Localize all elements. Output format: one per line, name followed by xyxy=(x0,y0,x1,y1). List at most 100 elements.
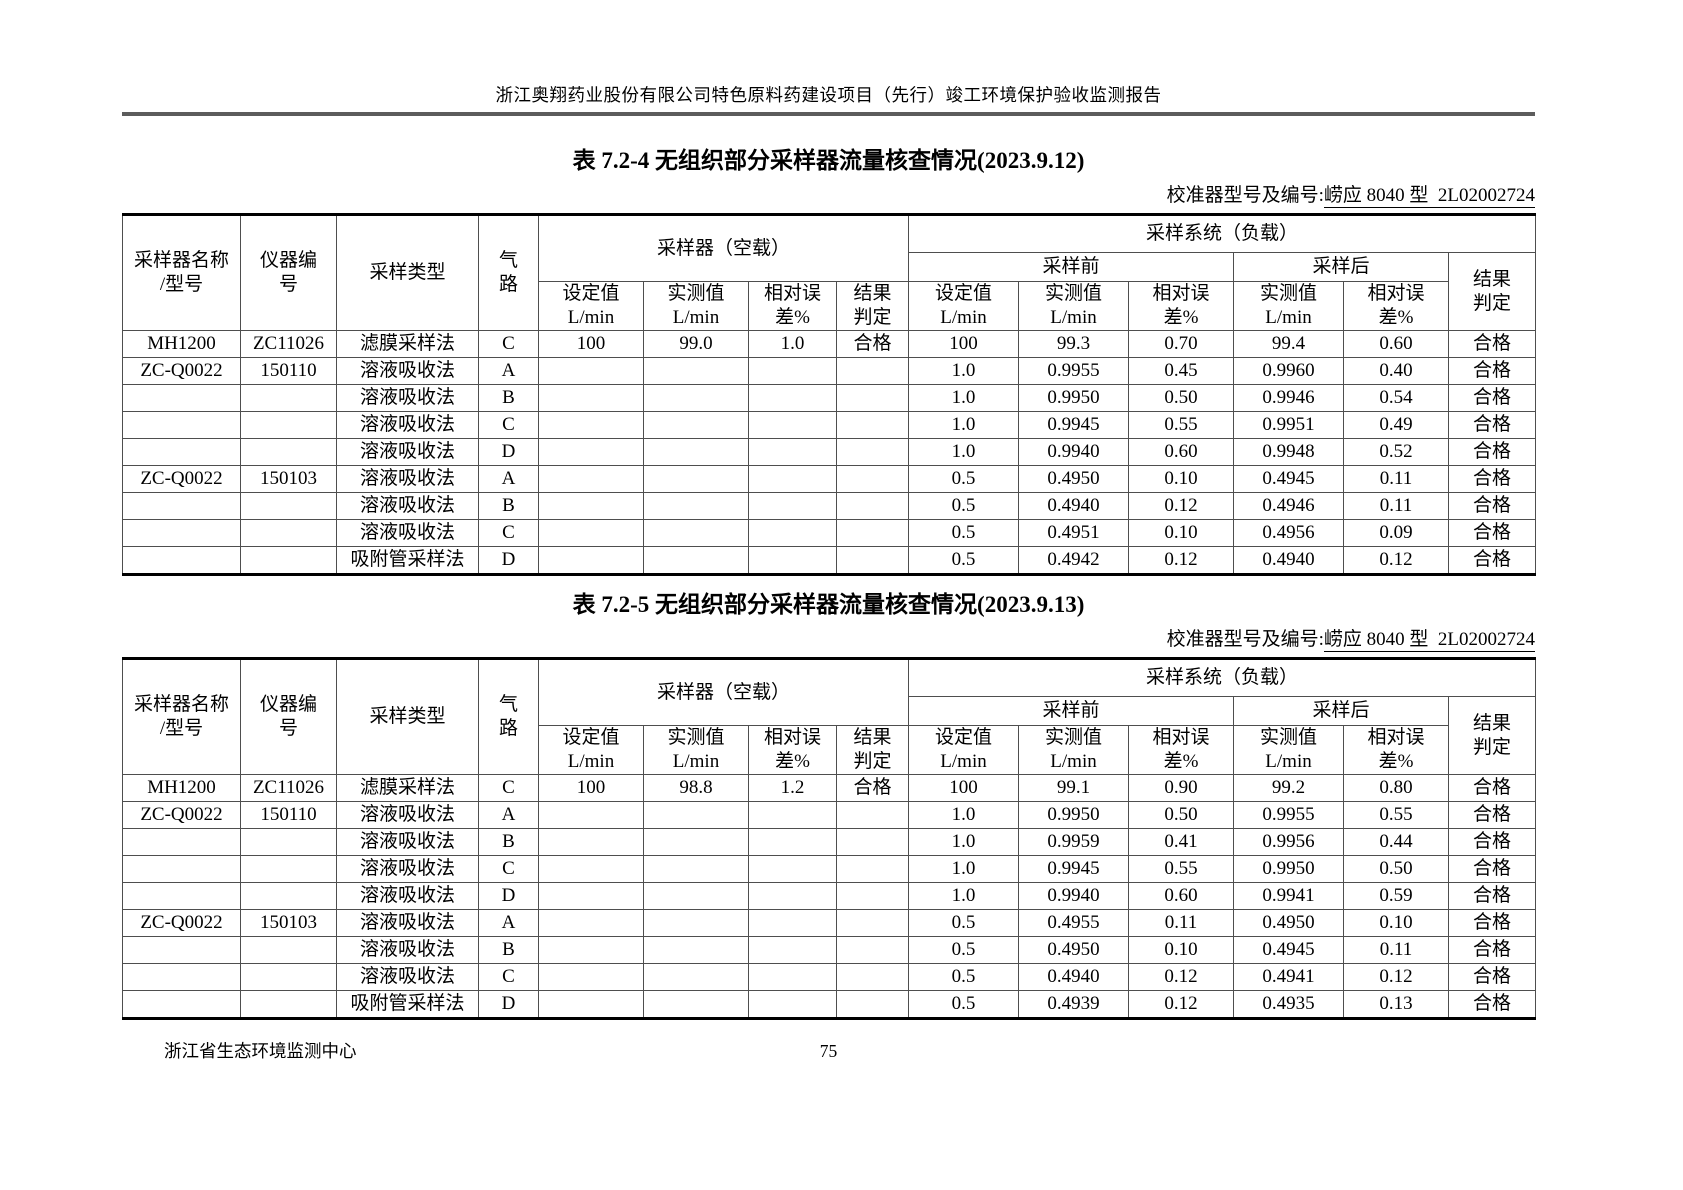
table-cell: C xyxy=(478,774,539,802)
table-cell: 0.12 xyxy=(1343,546,1450,575)
col-header-measured-after: 实测值 L/min xyxy=(1233,725,1345,775)
table-cell xyxy=(835,411,910,439)
document-header: 浙江奥翔药业股份有限公司特色原料药建设项目（先行）竣工环境保护验收监测报告 xyxy=(122,84,1535,116)
header-divider xyxy=(122,112,1535,116)
table-cell: 0.11 xyxy=(1343,465,1450,493)
header-row-1: 采样器名称 /型号 仪器编 号 采样类型 气 路 采样器（空载） 采样系统（负载… xyxy=(122,658,1537,775)
table-cell xyxy=(538,546,644,575)
table-cell: 吸附管采样法 xyxy=(336,990,479,1019)
table-row: MH1200 ZC11026 滤膜采样法 C 100 98.8 1.2 合格 100 99.1 0.… xyxy=(122,774,1537,802)
col-header-instrument-no: 仪器编 号 xyxy=(240,658,337,775)
table-1-calibrator-line: 校准器型号及编号:崂应 8040 型 2L02002724 xyxy=(122,183,1535,209)
table-cell xyxy=(122,492,241,520)
table-cell: 0.9950 xyxy=(1018,384,1130,412)
table-row: ZC-Q0022 150103 溶液吸收法 A 0.5 0.4955 0.11 0.4950 0… xyxy=(122,909,1537,937)
table-cell xyxy=(643,438,749,466)
table-cell xyxy=(748,438,837,466)
table-cell: 0.60 xyxy=(1128,882,1235,910)
table-cell xyxy=(643,546,749,575)
table-cell: 1.0 xyxy=(908,384,1020,412)
table-cell: 0.9948 xyxy=(1233,438,1345,466)
table-row: 溶液吸收法 C 1.0 0.9945 0.55 0.9950 0.50 合格 xyxy=(122,855,1537,883)
table-cell xyxy=(835,990,910,1019)
table-cell xyxy=(122,990,241,1019)
table-cell xyxy=(835,909,910,937)
table-cell: 溶液吸收法 xyxy=(336,519,479,547)
col-header-rel-error-after: 相对误 差% xyxy=(1343,725,1450,775)
table-cell xyxy=(240,882,337,910)
table-cell xyxy=(538,936,644,964)
table-cell: B xyxy=(478,384,539,412)
header-row-2: 采样前 采样后 结果 判定 xyxy=(123,252,1537,331)
table-cell: 0.44 xyxy=(1343,828,1450,856)
table-cell xyxy=(122,519,241,547)
table-cell xyxy=(835,357,910,385)
table-cell: 合格 xyxy=(1448,990,1537,1019)
table-cell: 0.4935 xyxy=(1233,990,1345,1019)
table-row: 溶液吸收法 C 0.5 0.4951 0.10 0.4956 0.09 合格 xyxy=(122,519,1537,547)
table-cell: 1.0 xyxy=(908,801,1020,829)
table-cell: 0.80 xyxy=(1343,774,1450,802)
table-cell: 溶液吸收法 xyxy=(336,882,479,910)
table-cell: 0.09 xyxy=(1343,519,1450,547)
table-cell: 溶液吸收法 xyxy=(336,357,479,385)
table-cell xyxy=(240,438,337,466)
table-cell: 0.9951 xyxy=(1233,411,1345,439)
table-cell: A xyxy=(478,801,539,829)
table-cell: 99.4 xyxy=(1233,330,1345,358)
col-header-sampler-noload: 采样器（空载） xyxy=(537,214,910,282)
table-cell: 0.70 xyxy=(1128,330,1235,358)
table-cell: 合格 xyxy=(1448,384,1537,412)
table-cell: 0.9955 xyxy=(1018,357,1130,385)
calibrator-label: 校准器型号及编号: xyxy=(1166,629,1324,650)
table-cell: 溶液吸收法 xyxy=(336,855,479,883)
table-cell xyxy=(835,855,910,883)
table-cell: 吸附管采样法 xyxy=(336,546,479,575)
col-header-measured-after: 实测值 L/min xyxy=(1233,281,1345,331)
table-cell: 0.10 xyxy=(1343,909,1450,937)
table-cell: 0.10 xyxy=(1128,936,1235,964)
table-cell xyxy=(538,909,644,937)
table-cell: 溶液吸收法 xyxy=(336,909,479,937)
table-cell: 合格 xyxy=(1448,828,1537,856)
table-cell: 0.10 xyxy=(1128,465,1235,493)
document-footer: 浙江省生态环境监测中心 75 xyxy=(122,1040,1535,1062)
table-cell xyxy=(835,546,910,575)
table-cell xyxy=(643,519,749,547)
table-cell xyxy=(538,357,644,385)
table-2-body: MH1200 ZC11026 滤膜采样法 C 100 98.8 1.2 合格 100 99.1 0.… xyxy=(122,774,1537,1019)
col-header-sampler-name: 采样器名称 /型号 xyxy=(122,658,241,775)
table-cell: 0.9940 xyxy=(1018,882,1130,910)
table-cell: B xyxy=(478,492,539,520)
table-7-2-4-section: 表 7.2-4 无组织部分采样器流量核查情况(2023.9.12) 校准器型号及… xyxy=(122,146,1537,576)
table-cell: 合格 xyxy=(1448,909,1537,937)
table-cell xyxy=(748,990,837,1019)
table-cell: 0.5 xyxy=(908,546,1020,575)
table-cell xyxy=(643,882,749,910)
table-cell: 0.4941 xyxy=(1233,963,1345,991)
table-cell xyxy=(748,546,837,575)
table-cell: 0.9956 xyxy=(1233,828,1345,856)
table-cell: C xyxy=(478,855,539,883)
table-cell: 0.9950 xyxy=(1018,801,1130,829)
table-cell xyxy=(835,465,910,493)
table-cell xyxy=(643,492,749,520)
table-cell: 0.11 xyxy=(1343,936,1450,964)
table-cell: ZC-Q0022 xyxy=(122,801,241,829)
table-cell xyxy=(122,411,241,439)
table-cell xyxy=(748,909,837,937)
table-cell: 150110 xyxy=(240,357,337,385)
table-cell xyxy=(240,963,337,991)
table-cell xyxy=(643,411,749,439)
table-cell: 0.12 xyxy=(1343,963,1450,991)
table-cell: D xyxy=(478,438,539,466)
table-row: ZC-Q0022 150110 溶液吸收法 A 1.0 0.9955 0.45 0.9960 0… xyxy=(122,357,1537,385)
table-row: 溶液吸收法 B 0.5 0.4940 0.12 0.4946 0.11 合格 xyxy=(122,492,1537,520)
table-cell xyxy=(538,855,644,883)
table-cell: C xyxy=(478,411,539,439)
table-cell: D xyxy=(478,990,539,1019)
table-cell: 0.12 xyxy=(1128,546,1235,575)
table-cell: 0.4945 xyxy=(1233,465,1345,493)
table-cell: 0.4940 xyxy=(1233,546,1345,575)
table-cell: 1.2 xyxy=(748,774,837,802)
